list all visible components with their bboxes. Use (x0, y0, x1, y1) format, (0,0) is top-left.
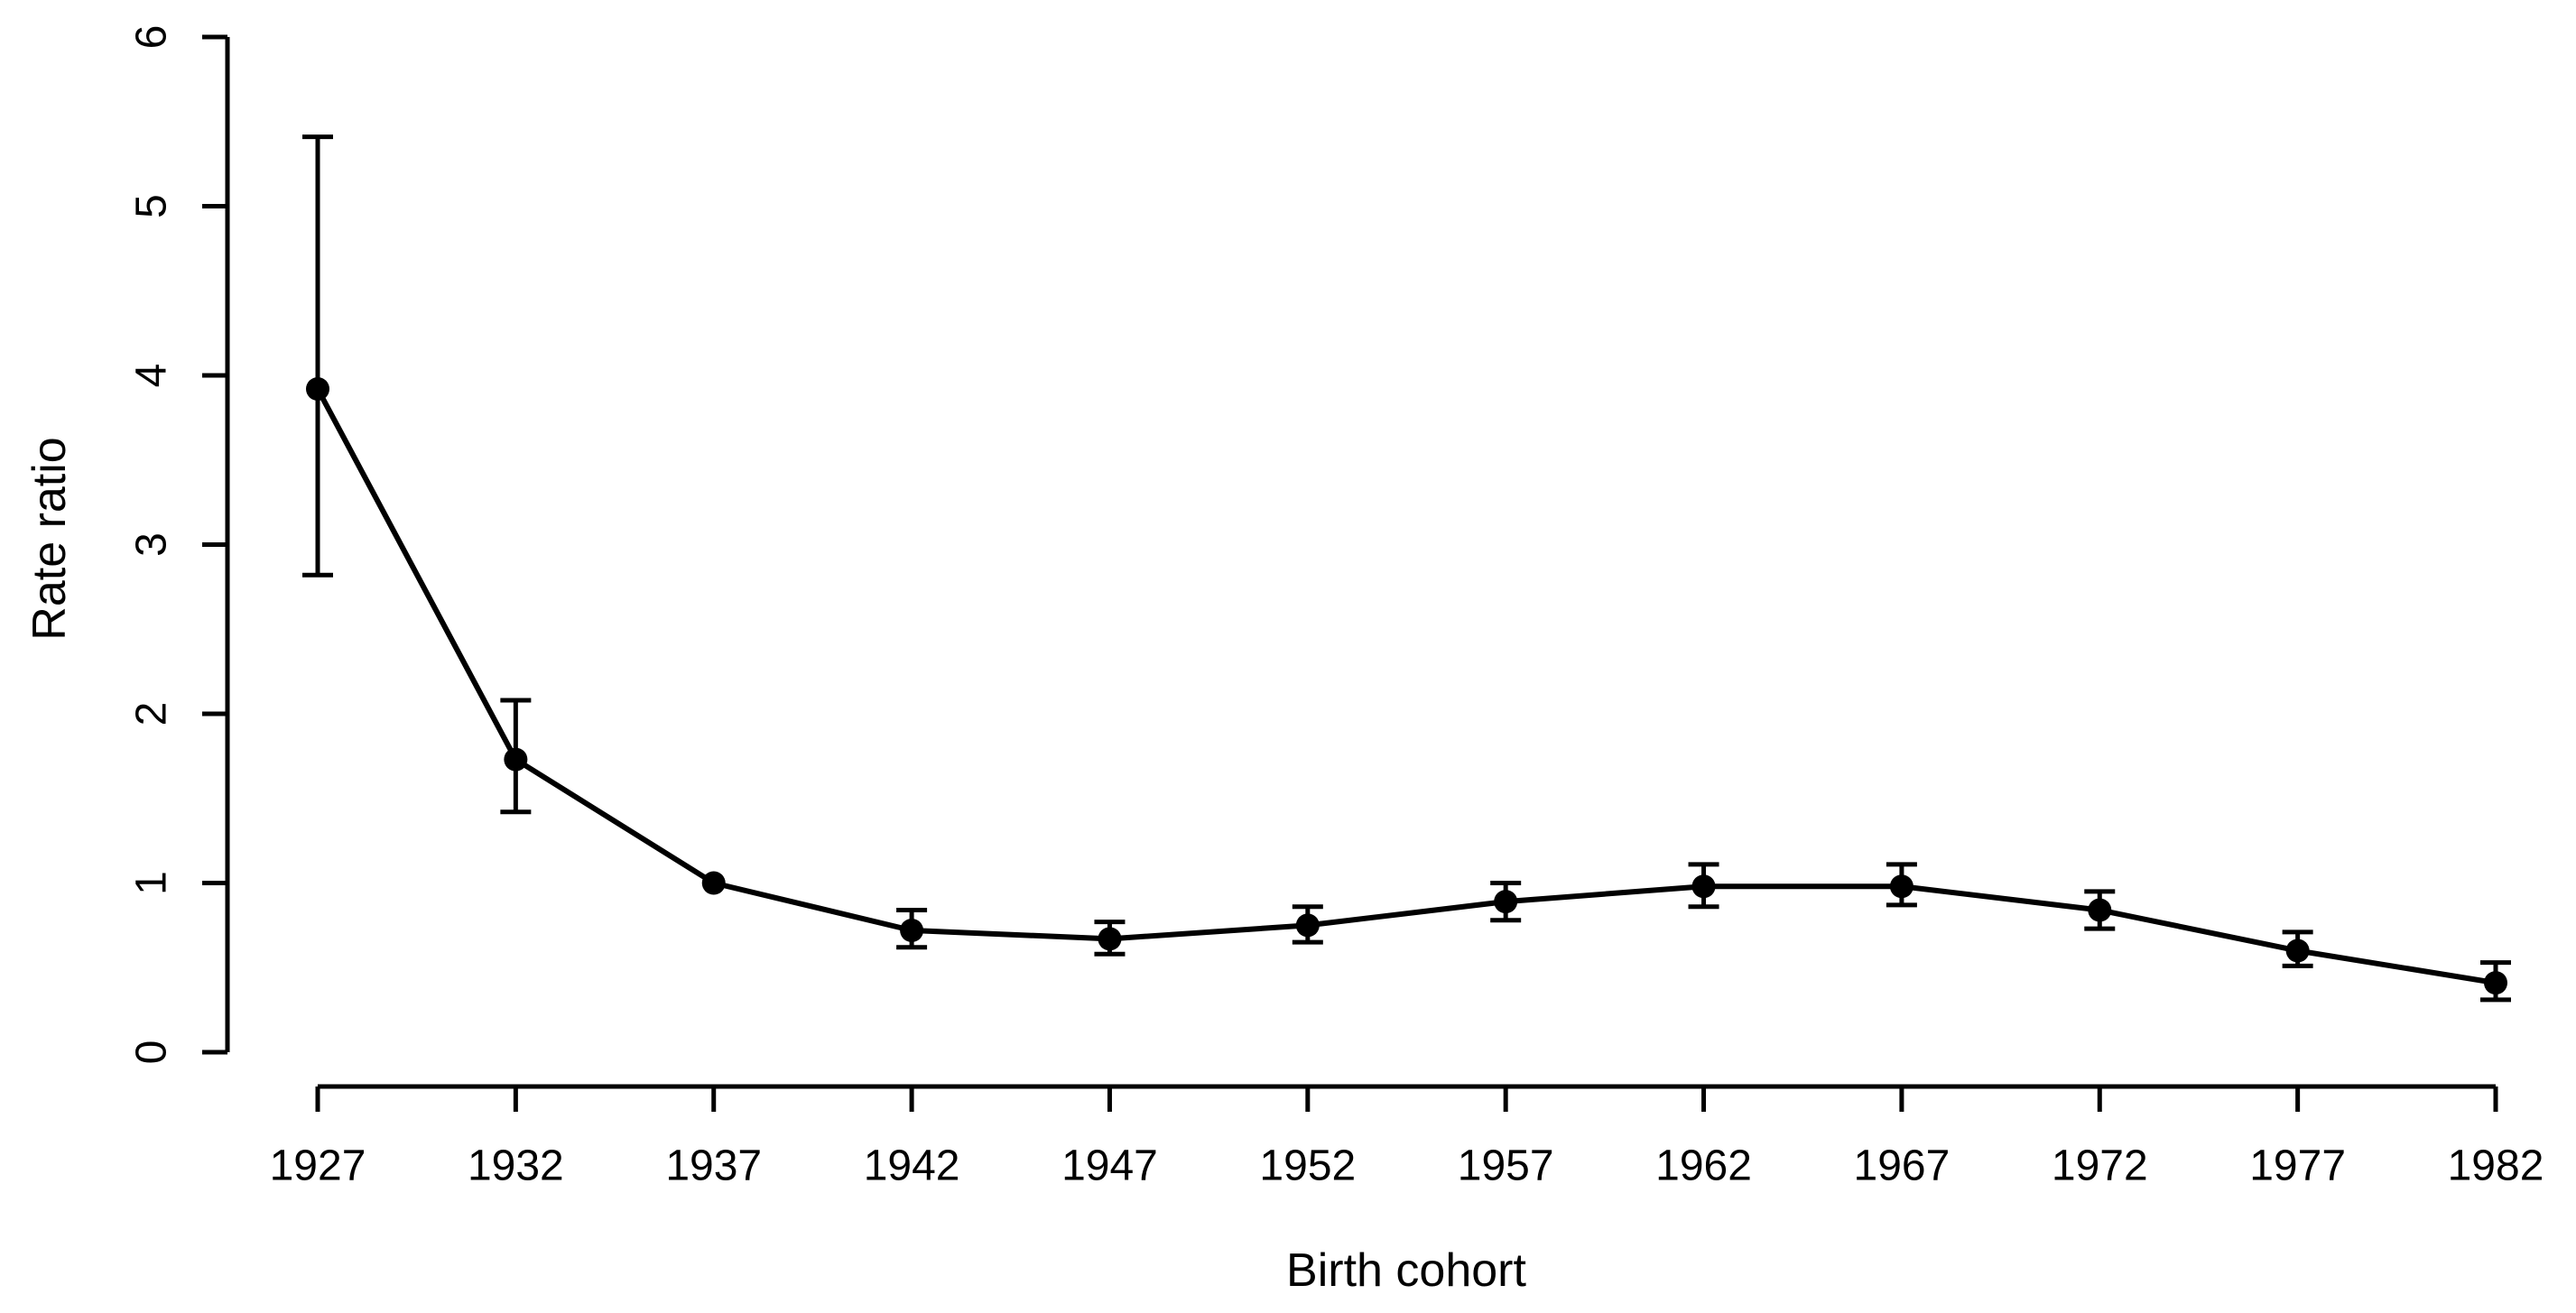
data-point (1098, 927, 1122, 951)
x-tick-label: 1927 (270, 1142, 366, 1190)
x-tick-label: 1962 (1655, 1142, 1752, 1190)
x-tick-label: 1982 (2448, 1142, 2544, 1190)
x-tick-label: 1957 (1458, 1142, 1554, 1190)
data-point (900, 919, 924, 942)
y-tick-label: 1 (128, 871, 176, 895)
y-axis: 0 1 2 3 4 5 6 (128, 25, 230, 1065)
data-point (2285, 939, 2310, 963)
x-tick-label: 1977 (2249, 1142, 2346, 1190)
x-tick-label: 1932 (468, 1142, 564, 1190)
x-tick-label: 1947 (1061, 1142, 1158, 1190)
x-tick-label: 1952 (1259, 1142, 1356, 1190)
y-tick-label: 4 (128, 364, 176, 388)
data-point (1494, 890, 1518, 914)
y-tick-label: 0 (128, 1040, 176, 1065)
data-point (1691, 874, 1716, 899)
error-bar (302, 134, 333, 578)
data-point (2088, 898, 2112, 922)
data-point (504, 747, 528, 772)
y-tick-label: 5 (128, 194, 176, 218)
data-series (302, 134, 2511, 1003)
x-tick-label: 1972 (2052, 1142, 2148, 1190)
series-line (315, 387, 2497, 986)
y-tick-label: 6 (128, 25, 176, 50)
y-tick-label: 3 (128, 532, 176, 557)
data-point (1295, 913, 1320, 938)
x-tick-label: 1937 (665, 1142, 762, 1190)
x-axis: 1927 1932 1937 1942 1947 1952 1957 1962 1967 1972… (270, 1084, 2544, 1190)
data-point (1889, 874, 1913, 899)
y-tick-label: 2 (128, 702, 176, 726)
data-point (701, 871, 726, 895)
data-point (2484, 971, 2507, 995)
y-axis-title: Rate ratio (23, 437, 76, 640)
data-point (306, 377, 329, 401)
x-axis-title: Birth cohort (1286, 1244, 1526, 1297)
x-tick-label: 1942 (864, 1142, 960, 1190)
x-tick-label: 1967 (1854, 1142, 1951, 1190)
